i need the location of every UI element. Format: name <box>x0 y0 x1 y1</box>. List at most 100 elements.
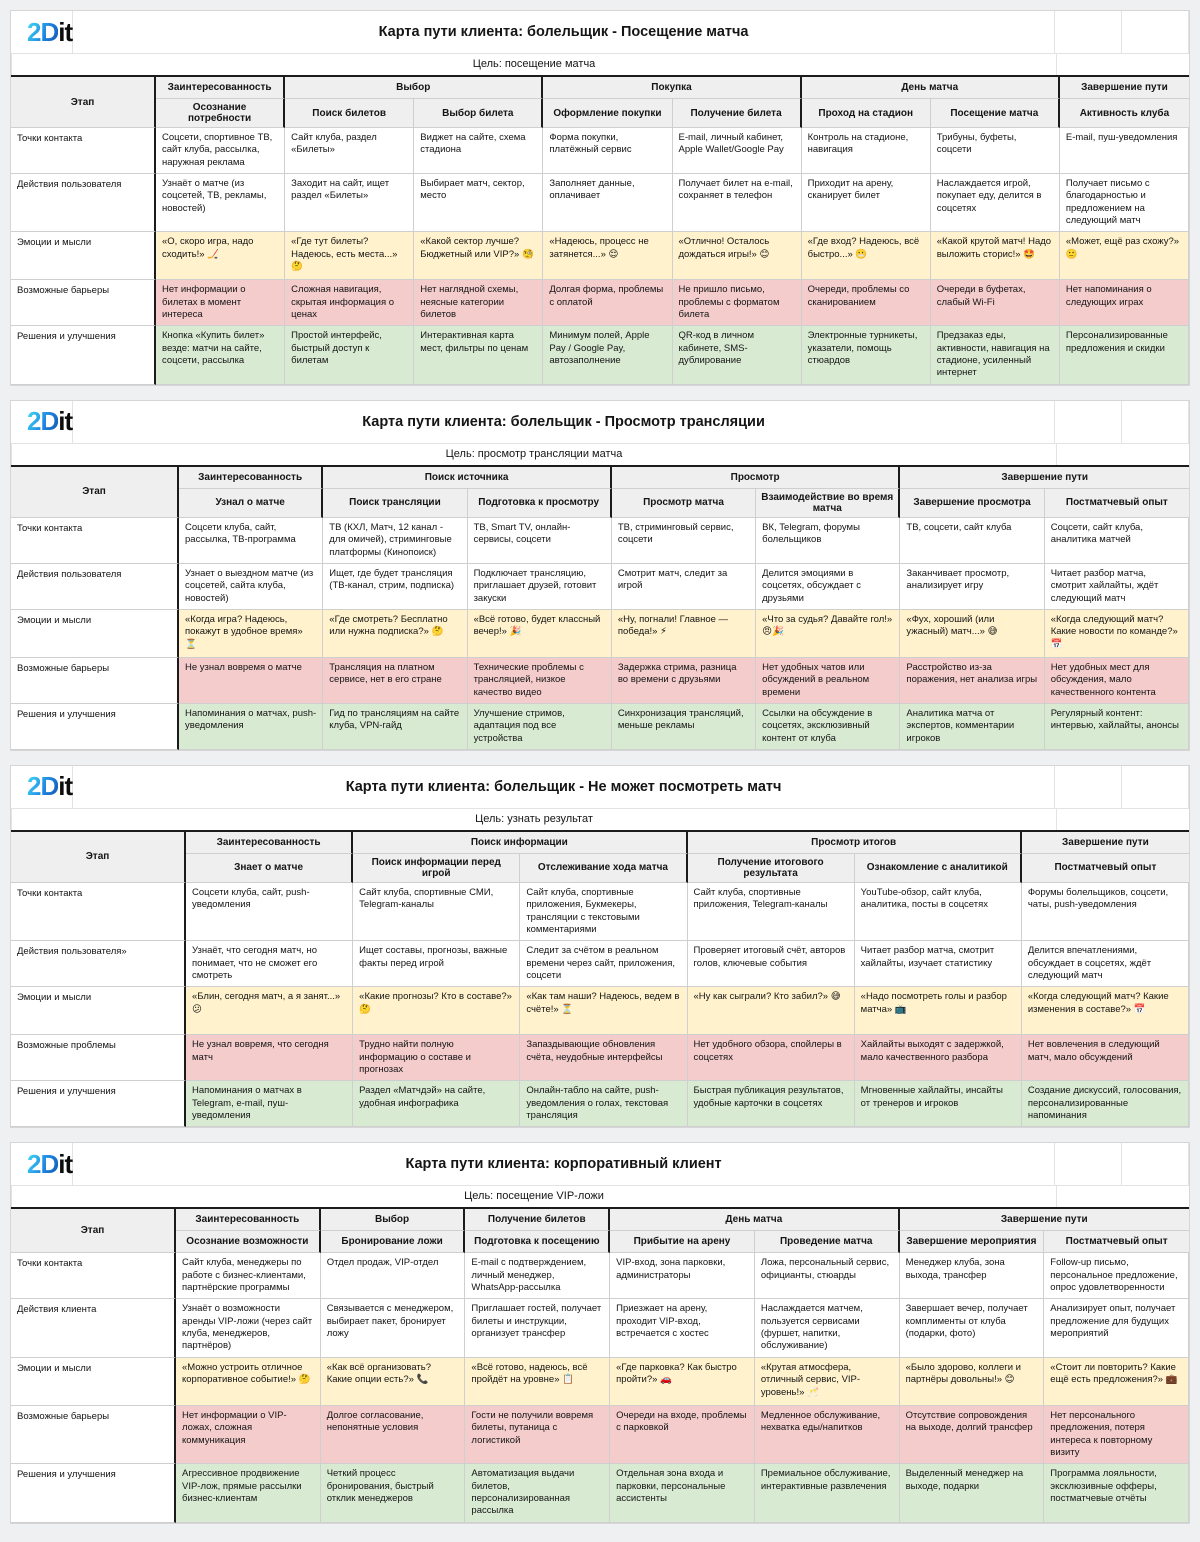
journey-cell: Нет персонального предложения, потеря ин… <box>1044 1405 1189 1465</box>
empty-cell <box>1057 444 1189 465</box>
journey-cell: Проверяет итоговый счёт, авторов голов, … <box>687 941 855 988</box>
journey-cell: Четкий процесс бронирования, быстрый отк… <box>320 1464 466 1523</box>
journey-cell: Ссылки на обсуждение в соцсетях, эксклюз… <box>756 703 901 750</box>
journey-cell: Нет вовлечения в следующий матч, мало об… <box>1021 1035 1189 1082</box>
journey-cell: Приходит на арену, сканирует билет <box>801 174 931 233</box>
goal-label: Цель: просмотр трансляции матча <box>12 443 1057 465</box>
journey-cell: E-mail с подтверждением, личный менеджер… <box>465 1253 611 1300</box>
journey-cell: Отдел продаж, VIP-отдел <box>320 1253 466 1300</box>
logo-it-part: it <box>58 1148 73 1179</box>
journey-cell: E-mail, пуш-уведомления <box>1059 128 1189 175</box>
journey-cell: Выделенный менеджер на выходе, подарки <box>899 1464 1045 1523</box>
journey-cell: Автоматизация выдачи билетов, персонализ… <box>465 1464 611 1523</box>
empty-cell <box>11 443 12 465</box>
journey-cell: Делится впечатлениями, обсуждает в соцсе… <box>1021 941 1189 988</box>
journey-cell: Очереди на входе, проблемы с парковкой <box>610 1405 755 1465</box>
title-band: 2D it Карта пути клиента: корпоративный к… <box>11 1143 1189 1186</box>
empty-cell <box>1055 400 1122 443</box>
journey-cell: Сайт клуба, спортивные приложения, Букме… <box>520 882 688 942</box>
empty-cell <box>1055 1143 1122 1186</box>
substage-header: Получение билета <box>672 99 802 128</box>
substage-header: Поиск билетов <box>285 99 415 128</box>
journey-cell: Не узнал вовремя о матче <box>179 657 324 704</box>
journey-cell: Программа лояльности, эксклюзивные оффер… <box>1044 1464 1189 1523</box>
goal-label: Цель: посещение матча <box>12 54 1057 75</box>
journey-cell: Выбирает матч, сектор, место <box>414 174 544 233</box>
journey-cell: Наслаждается игрой, покупает еду, делитс… <box>930 174 1060 233</box>
journey-cell: Читает разбор матча, смотрит хайлайты, и… <box>854 941 1022 988</box>
row-label: Точки контакта <box>11 517 179 564</box>
journey-cell: «Фух, хороший (или ужасный) матч...» 😅 <box>900 609 1045 658</box>
empty-cell <box>11 54 12 75</box>
substage-header: Постматчевый опыт <box>1044 488 1189 518</box>
goal-label: Цель: посещение VIP-ложи <box>12 1186 1057 1208</box>
stage-group-header: Поиск источника <box>323 466 612 489</box>
journey-cell: Заполняет данные, оплачивает <box>543 174 673 233</box>
journey-map-broadcast: 2D it Карта пути клиента: болельщик - Про… <box>10 399 1190 751</box>
stage-column-header: Этап <box>11 831 186 883</box>
journey-cell: «Можно устроить отличное корпоративное с… <box>176 1357 321 1406</box>
stage-group-header: Покупка <box>543 77 802 99</box>
journey-cell: ТВ (КХЛ, Матч, 12 канал - для омичей), с… <box>323 517 468 564</box>
substage-header: Постматчевый опыт <box>1044 1231 1189 1254</box>
substage-header: Осознание возможности <box>176 1231 321 1254</box>
stage-group-header: День матча <box>610 1209 900 1232</box>
substage-header: Поиск трансляции <box>323 488 468 518</box>
journey-cell: Агрессивное продвижение VIP-лож, прямые … <box>176 1464 321 1523</box>
empty-cell <box>1122 765 1189 808</box>
journey-cell: «Может, ещё раз схожу?» 🙂 <box>1059 232 1189 281</box>
journey-cell: Соцсети клуба, сайт, рассылка, ТВ-програ… <box>179 517 324 564</box>
journey-cell: Кнопка «Купить билет» везде: матчи на са… <box>156 326 286 385</box>
journey-cell: «Было здорово, коллеги и партнёры доволь… <box>899 1357 1045 1406</box>
stage-group-header: Заинтересованность <box>186 831 354 854</box>
journey-cell: Нет удобных мест для обсуждения, мало ка… <box>1044 657 1189 704</box>
journey-cell: Виджет на сайте, схема стадиона <box>414 128 544 175</box>
journey-cell: Синхронизация трансляций, меньше рекламы <box>611 703 757 750</box>
title-band: 2D it Карта пути клиента: болельщик - Не … <box>11 765 1189 808</box>
journey-cell: «Стоит ли повторить? Какие ещё есть пред… <box>1044 1357 1189 1406</box>
journey-cell: Приглашает гостей, получает билеты и инс… <box>465 1299 611 1358</box>
journey-cell: Связывается с менеджером, выбирает пакет… <box>320 1299 466 1358</box>
journey-cell: Анализирует опыт, получает предложение д… <box>1044 1299 1189 1358</box>
goal-band: Цель: узнать результат <box>11 807 1189 830</box>
substage-header: Оформление покупки <box>543 99 673 128</box>
journey-cell: E-mail, личный кабинет, Apple Wallet/Goo… <box>672 128 802 175</box>
journey-cell: Нет наглядной схемы, неясные категории б… <box>414 280 544 327</box>
row-label: Возможные барьеры <box>11 280 156 327</box>
journey-cell: Соцсети, спортивное ТВ, сайт клуба, расс… <box>156 128 286 175</box>
journey-cell: Запаздывающие обновления счёта, неудобны… <box>520 1035 688 1082</box>
journey-map-cannot-watch: 2D it Карта пути клиента: болельщик - Не … <box>10 764 1190 1129</box>
substage-header: Просмотр матча <box>611 488 757 518</box>
journey-cell: YouTube-обзор, сайт клуба, аналитика, по… <box>854 882 1022 942</box>
journey-cell: Простой интерфейс, быстрый доступ к биле… <box>285 326 415 385</box>
journey-cell: Долгое согласование, непонятные условия <box>320 1405 466 1465</box>
logo-2d-part: 2D <box>27 16 59 47</box>
empty-cell <box>11 1186 12 1208</box>
row-label: Точки контакта <box>11 128 156 175</box>
journey-cell: Задержка стрима, разница во времени с др… <box>611 657 757 704</box>
journey-cell: «Какой сектор лучше? Бюджетный или VIP?»… <box>414 232 544 281</box>
row-label: Решения и улучшения <box>11 1464 176 1523</box>
journey-grid: Этап Заинтересованность Выбор Получение бил… <box>11 1207 1189 1523</box>
journey-cell: «Когда следующий матч? Какие новости по … <box>1044 609 1189 658</box>
substage-header: Завершение просмотра <box>900 488 1045 518</box>
row-label: Решения и улучшения <box>11 703 179 750</box>
journey-cell: «Надеюсь, процесс не затянется...» 😌 <box>543 232 673 281</box>
journey-cell: «Отлично! Осталось дождаться игры!» 😊 <box>672 232 802 281</box>
journey-cell: Напоминания о матчах в Telegram, e-mail,… <box>186 1081 354 1128</box>
journey-cell: Трансляция на платном сервисе, нет в его… <box>323 657 468 704</box>
journey-cell: Медленное обслуживание, нехватка еды/нап… <box>754 1405 900 1465</box>
stage-group-header: Завершение пути <box>1059 77 1189 99</box>
journey-cell: Получает билет на e-mail, сохраняет в те… <box>672 174 802 233</box>
substage-header: Осознание потребности <box>156 99 286 128</box>
journey-cell: «Когда следующий матч? Какие изменения в… <box>1021 987 1189 1036</box>
stage-group-header: Выбор <box>320 1209 466 1232</box>
journey-cell: ТВ, стриминговый сервис, соцсети <box>611 517 757 564</box>
stage-group-header: Завершение пути <box>900 466 1189 489</box>
journey-cell: Сайт клуба, спортивные приложения, Teleg… <box>687 882 855 942</box>
journey-cell: Нет информации о VIP-ложах, сложная комм… <box>176 1405 321 1465</box>
logo-2d-part: 2D <box>27 406 59 437</box>
empty-cell <box>1122 11 1189 53</box>
journey-cell: Отсутствие сопровождения на выходе, долг… <box>899 1405 1045 1465</box>
journey-cell: Узнаёт о матче (из соцсетей, ТВ, рекламы… <box>156 174 286 233</box>
